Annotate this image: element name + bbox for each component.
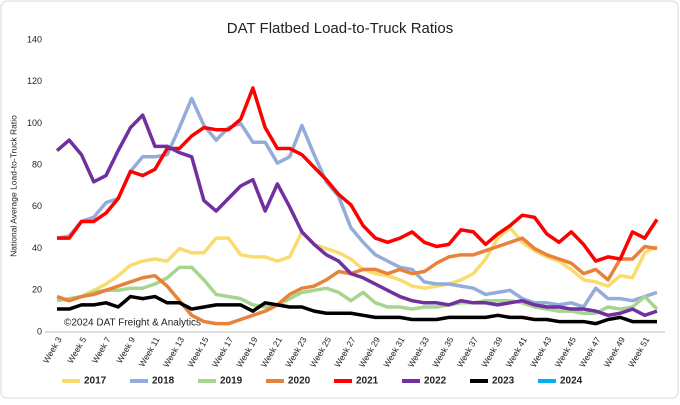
- legend-label: 2022: [424, 376, 447, 387]
- legend-label: 2019: [220, 376, 243, 387]
- y-tick-label: 60: [32, 201, 42, 211]
- y-tick-label: 120: [27, 76, 42, 86]
- y-tick-label: 40: [32, 243, 42, 253]
- series-line: [56, 225, 658, 303]
- y-tick-label: 140: [27, 34, 42, 44]
- series-line: [57, 294, 657, 326]
- y-tick-label: 80: [32, 160, 42, 170]
- y-tick-label: 100: [27, 118, 42, 128]
- series-line: [55, 113, 658, 318]
- series-line: [56, 96, 658, 309]
- legend-label: 2024: [560, 376, 583, 387]
- y-tick-label: 20: [32, 285, 42, 295]
- y-tick-label: 0: [37, 326, 42, 336]
- legend-label: 2020: [288, 376, 311, 387]
- series-line: [57, 86, 659, 263]
- legend-label: 2018: [152, 376, 175, 387]
- y-axis-label: National Average Load-to-Truck Ratio: [8, 115, 18, 257]
- series-line: [56, 265, 659, 315]
- series-line: [56, 236, 658, 326]
- legend-label: 2021: [356, 376, 379, 387]
- chart-title: DAT Flatbed Load-to-Truck Ratios: [227, 20, 453, 37]
- legend-label: 2017: [84, 376, 107, 387]
- annotation: ©2024 DAT Freight & Analytics: [64, 318, 201, 329]
- legend-label: 2023: [492, 376, 515, 387]
